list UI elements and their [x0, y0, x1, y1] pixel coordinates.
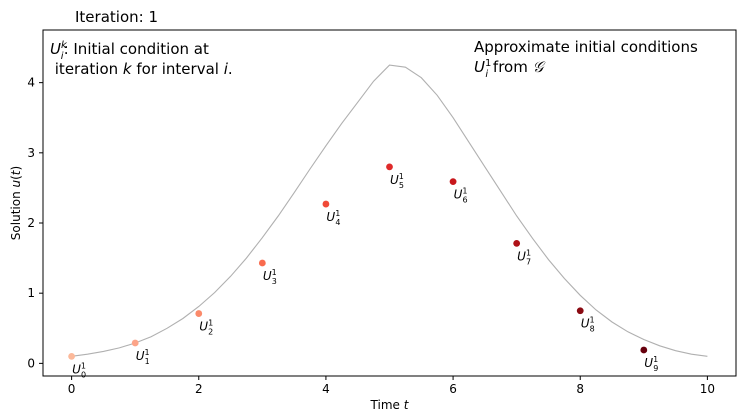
data-point [640, 346, 648, 354]
x-axis-label: Time t [370, 398, 410, 412]
data-point-label: U1 3 [263, 268, 277, 286]
annotation-left: Uk i: Initial condition at iteration k fo… [50, 40, 233, 78]
data-point [386, 163, 393, 171]
y-tick-label: 3 [27, 146, 35, 160]
x-axis-ticks: 0 2 4 6 8 10 [68, 376, 715, 396]
axes-frame [42, 29, 737, 377]
data-point [195, 310, 203, 317]
data-point [258, 259, 266, 267]
reference-curve [71, 64, 708, 357]
x-tick-label: 0 [68, 382, 76, 396]
svg-text:iteration k for interval i.: iteration k for interval i. [50, 60, 233, 78]
y-tick-label: 0 [27, 356, 35, 370]
points-layer [68, 163, 648, 360]
data-point-label: U1 4 [326, 209, 340, 227]
y-axis-label: Solution u(t) [9, 166, 23, 240]
svg-text:Uki: Initial condition at: Uk i: Initial condition at [50, 40, 209, 62]
x-tick-label: 8 [576, 382, 584, 396]
y-tick-label: 2 [27, 216, 35, 230]
x-tick-label: 4 [322, 382, 330, 396]
svg-text:Approximate initial conditions: Approximate initial conditions [474, 38, 698, 56]
y-tick-label: 1 [27, 286, 35, 300]
data-point-label: U1 8 [581, 316, 595, 334]
data-point-label: U1 6 [454, 187, 468, 205]
data-point-label: U1 0 [72, 361, 86, 379]
data-point [576, 307, 584, 315]
plot-area [43, 30, 736, 376]
point-labels-layer: U1 0 U1 1 U1 2 U1 3 U1 4 U1 5 U1 6 U1 7 U1 8 U1 9 [72, 172, 658, 379]
y-axis-ticks: 0 1 2 3 4 [27, 76, 43, 370]
data-point [131, 339, 139, 347]
data-point-label: U1 2 [199, 319, 213, 337]
x-tick-label: 6 [449, 382, 457, 396]
data-point [513, 239, 521, 247]
x-tick-label: 2 [195, 382, 203, 396]
data-point-label: U1 1 [136, 348, 150, 366]
data-point [68, 352, 76, 360]
x-tick-label: 10 [700, 382, 715, 396]
annotation-right: Approximate initial conditions U1 i from … [474, 38, 698, 80]
data-point [449, 178, 457, 185]
y-tick-label: 4 [27, 76, 35, 90]
data-point-label: U1 7 [517, 248, 531, 266]
data-point [322, 200, 330, 208]
data-point-label: U1 5 [390, 172, 404, 190]
data-point-label: U1 9 [644, 355, 658, 373]
svg-text:U1i from 𝒢: U1 i from 𝒢 [474, 58, 546, 80]
iteration-label: Iteration: 1 [75, 8, 158, 26]
